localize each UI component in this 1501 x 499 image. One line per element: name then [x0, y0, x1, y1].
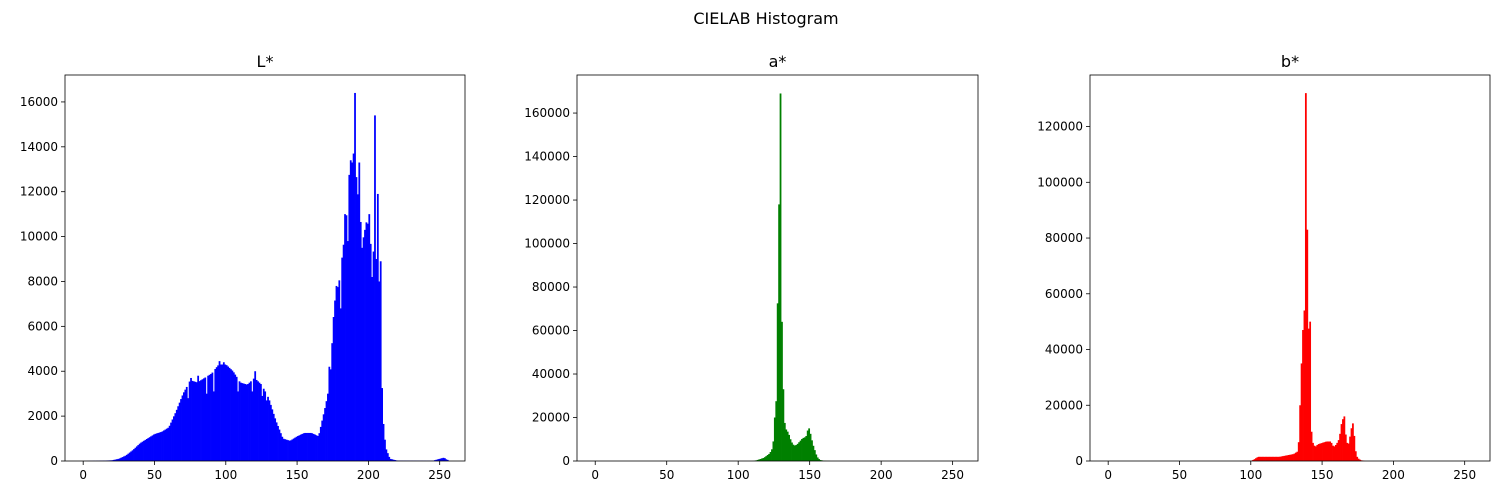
panel-l-star: L* 0200040006000800010000120001400016000… [20, 52, 465, 482]
x-tick-label: 0 [1104, 468, 1112, 482]
y-tick-label: 140000 [524, 150, 570, 164]
y-tick-label: 12000 [20, 185, 58, 199]
l-star-y-ticks: 0 2000 4000 6000 8000 10000 12000 14000 16000 [20, 95, 65, 468]
x-tick-label: 100 [727, 468, 750, 482]
panel-a-star: a* 0 20000 40000 60000 80000 100000 120000 1400… [524, 52, 978, 482]
y-tick-label: 60000 [532, 324, 570, 338]
x-tick-label: 200 [870, 468, 893, 482]
a-star-title: a* [769, 52, 787, 71]
x-tick-label: 100 [1239, 468, 1262, 482]
y-tick-label: 120000 [524, 193, 570, 207]
y-tick-label: 14000 [20, 140, 58, 154]
a-star-y-ticks: 0 20000 40000 60000 80000 100000 120000 140000 1… [524, 106, 577, 468]
y-tick-label: 0 [1075, 454, 1083, 468]
x-tick-label: 200 [357, 468, 380, 482]
figure-suptitle: CIELAB Histogram [693, 9, 838, 28]
l-star-title: L* [257, 52, 274, 71]
b-star-histogram-bars [1251, 93, 1365, 461]
y-tick-label: 60000 [1045, 287, 1083, 301]
y-tick-label: 20000 [1045, 398, 1083, 412]
a-star-x-ticks: 0 50 100 150 200 250 [591, 461, 964, 482]
y-tick-label: 8000 [27, 274, 58, 288]
y-tick-label: 120000 [1037, 120, 1083, 134]
b-star-axes-frame [1090, 75, 1490, 461]
x-tick-label: 100 [214, 468, 237, 482]
b-star-x-ticks: 0 50 100 150 200 250 [1104, 461, 1476, 482]
x-tick-label: 250 [941, 468, 964, 482]
y-tick-label: 2000 [27, 409, 58, 423]
x-tick-label: 0 [591, 468, 599, 482]
y-tick-label: 100000 [524, 237, 570, 251]
a-star-histogram-bars [752, 93, 831, 461]
y-tick-label: 160000 [524, 106, 570, 120]
b-star-title: b* [1281, 52, 1299, 71]
x-tick-label: 150 [1311, 468, 1334, 482]
y-tick-label: 0 [50, 454, 58, 468]
x-tick-label: 50 [1172, 468, 1187, 482]
l-star-histogram-bars [83, 93, 448, 461]
x-tick-label: 150 [286, 468, 309, 482]
x-tick-label: 0 [79, 468, 87, 482]
y-tick-label: 100000 [1037, 175, 1083, 189]
y-tick-label: 20000 [532, 411, 570, 425]
x-tick-label: 250 [428, 468, 451, 482]
y-tick-label: 4000 [27, 364, 58, 378]
y-tick-label: 6000 [27, 319, 58, 333]
x-tick-label: 250 [1453, 468, 1476, 482]
x-tick-label: 50 [147, 468, 162, 482]
x-tick-label: 50 [659, 468, 674, 482]
y-tick-label: 10000 [20, 230, 58, 244]
b-star-y-ticks: 0 20000 40000 60000 80000 100000 120000 [1037, 120, 1090, 468]
y-tick-label: 0 [562, 454, 570, 468]
y-tick-label: 40000 [1045, 343, 1083, 357]
panel-b-star: b* 0 20000 40000 60000 80000 100000 120000 0 50… [1037, 52, 1490, 482]
x-tick-label: 150 [798, 468, 821, 482]
y-tick-label: 16000 [20, 95, 58, 109]
y-tick-label: 80000 [1045, 231, 1083, 245]
y-tick-label: 40000 [532, 367, 570, 381]
l-star-x-ticks: 0 50 100 150 200 250 [79, 461, 451, 482]
y-tick-label: 80000 [532, 280, 570, 294]
x-tick-label: 200 [1382, 468, 1405, 482]
